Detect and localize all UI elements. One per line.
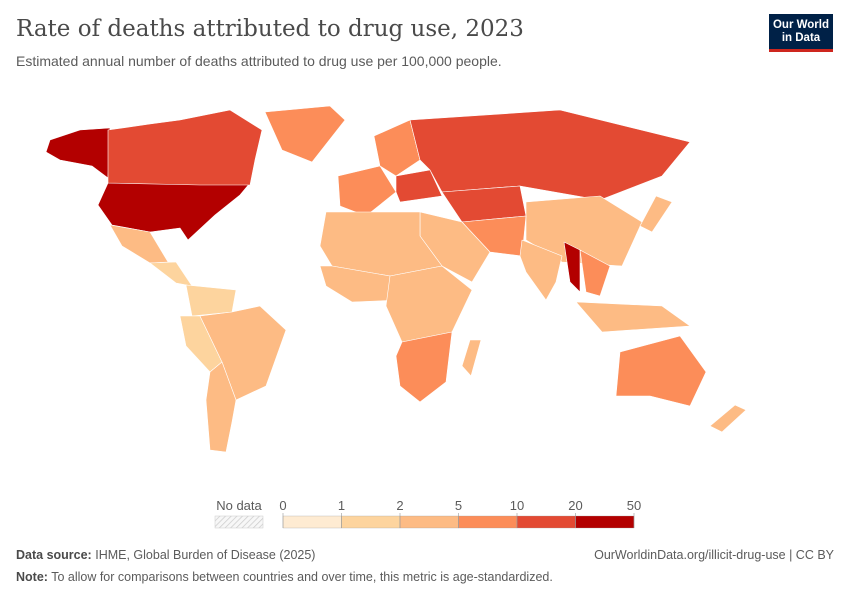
source-url[interactable]: OurWorldinData.org/illicit-drug-use | CC… [594, 548, 834, 562]
country-australia[interactable]: Australia: 7 [615, 335, 707, 407]
legend-tick-label: 10 [510, 498, 524, 513]
country-central-asia[interactable]: Central Asia: 12 [441, 185, 527, 223]
legend: No data 0 1 2 5 10 20 50 [214, 498, 641, 529]
legend-tick-label: 2 [396, 498, 403, 513]
legend-bin-5[interactable] [575, 515, 635, 529]
country-india[interactable]: India: 2.5 [519, 239, 563, 301]
legend-tick-label: 50 [627, 498, 641, 513]
country-china[interactable]: China: 3 [525, 195, 643, 267]
country-greenland[interactable]: Greenland: 6 [264, 105, 346, 163]
country-alaska-united-states[interactable]: Alaska (United States): 25 [45, 127, 111, 179]
country-new-zealand[interactable]: New Zealand: 4 [709, 404, 747, 433]
country-united-states[interactable]: United States: 30 [97, 182, 251, 241]
legend-bin-4[interactable] [516, 515, 576, 529]
chart-title: Rate of deaths attributed to drug use, 2… [16, 16, 524, 42]
country-scandinavia[interactable]: Scandinavia: 8 [373, 119, 421, 177]
country-eastern-europe[interactable]: Eastern Europe: 15 [395, 169, 443, 203]
source-text: IHME, Global Burden of Disease (2025) [95, 548, 316, 562]
country-southern-africa[interactable]: Southern Africa: 7 [395, 331, 453, 403]
country-southeast-asia[interactable]: Southeast Asia: 7 [579, 249, 611, 297]
legend-bin-0[interactable] [282, 515, 342, 529]
country-central-america[interactable]: Central America: 1.5 [149, 261, 193, 287]
legend-no-data-swatch [214, 515, 264, 529]
legend-tick-label: 1 [338, 498, 345, 513]
legend-bin-1[interactable] [341, 515, 401, 529]
country-northern-south-america[interactable]: Northern South America: 1.5 [185, 284, 237, 317]
country-canada[interactable]: Canada: 12 [107, 109, 263, 186]
country-madagascar[interactable]: Madagascar: 2.5 [461, 339, 482, 377]
country-myanmar[interactable]: Myanmar: 22 [563, 241, 581, 293]
source-label: Data source: [16, 548, 92, 562]
data-source: Data source: IHME, Global Burden of Dise… [16, 548, 315, 562]
legend-bin-2[interactable] [399, 515, 459, 529]
country-japan[interactable]: Japan: 4 [639, 195, 673, 233]
owid-logo[interactable]: Our World in Data [769, 14, 833, 52]
note: Note: To allow for comparisons between c… [16, 570, 553, 584]
chart-subtitle: Estimated annual number of deaths attrib… [16, 53, 502, 69]
country-western-europe[interactable]: Western Europe: 6 [337, 165, 397, 217]
legend-tick-label: 0 [279, 498, 286, 513]
country-russia[interactable]: Russia: 13 [409, 109, 691, 201]
country-southern-cone[interactable]: Southern Cone: 4 [205, 361, 237, 453]
note-text: To allow for comparisons between countri… [51, 570, 553, 584]
legend-no-data-label: No data [216, 498, 262, 513]
country-shapes: Alaska (United States): 25United States:… [45, 105, 747, 453]
country-indonesia[interactable]: Indonesia: 2.5 [575, 301, 691, 333]
legend-bin-3[interactable] [458, 515, 518, 529]
country-central-and-east-africa[interactable]: Central and East Africa: 3 [385, 265, 473, 343]
note-label: Note: [16, 570, 48, 584]
legend-tick-label: 5 [455, 498, 462, 513]
legend-tick-label: 20 [568, 498, 582, 513]
